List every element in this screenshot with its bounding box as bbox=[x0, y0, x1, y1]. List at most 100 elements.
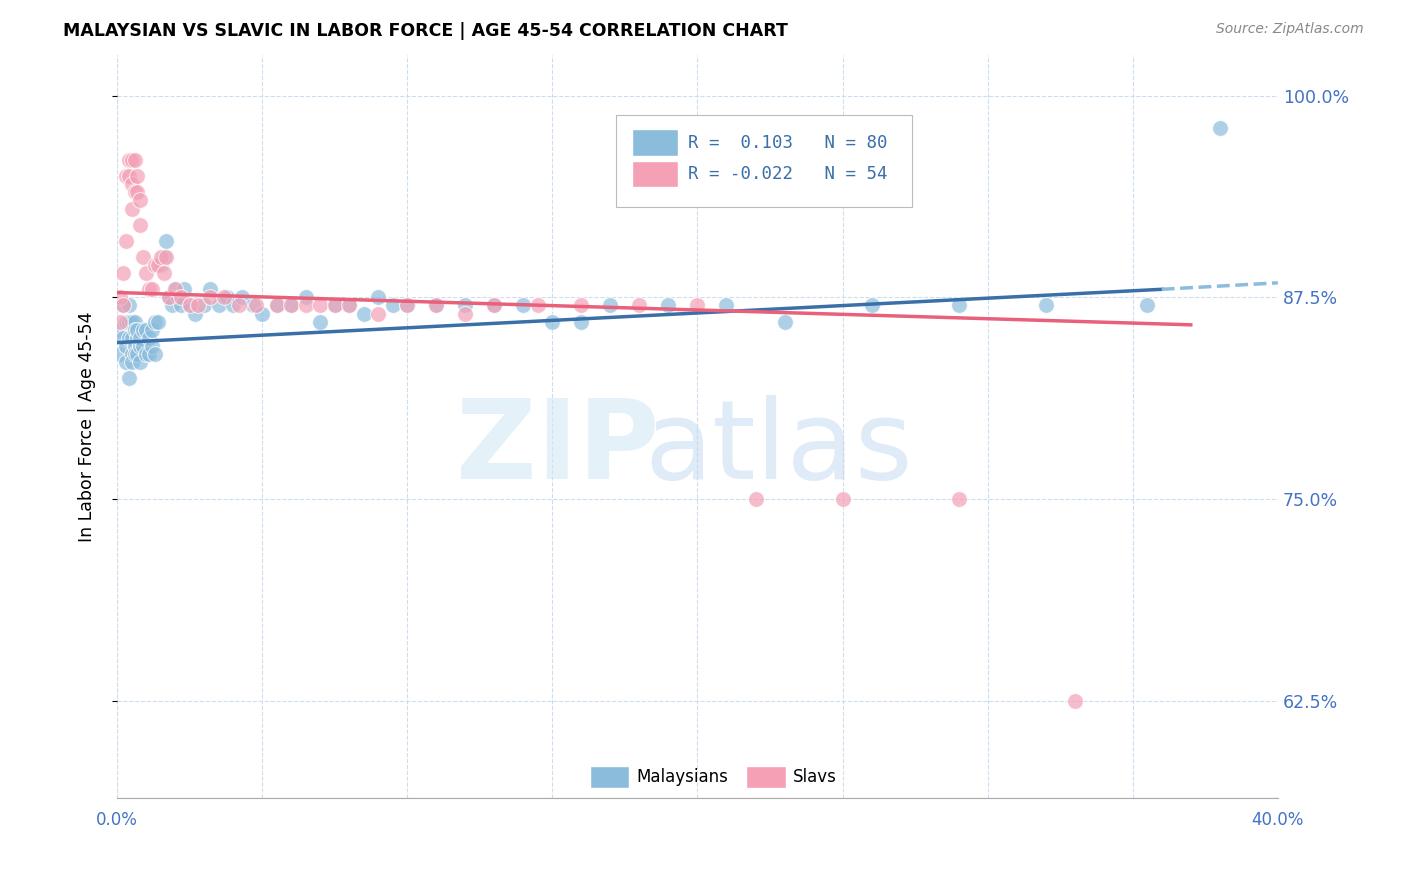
Point bbox=[214, 290, 236, 304]
Point bbox=[744, 492, 766, 507]
Point bbox=[138, 347, 160, 361]
Point bbox=[193, 298, 215, 312]
Point bbox=[157, 290, 180, 304]
Point bbox=[1136, 298, 1159, 312]
Point bbox=[184, 306, 207, 320]
FancyBboxPatch shape bbox=[616, 114, 912, 208]
Point bbox=[323, 298, 346, 312]
Point bbox=[831, 492, 853, 507]
Point bbox=[294, 298, 316, 312]
Point bbox=[155, 250, 177, 264]
Point bbox=[121, 178, 143, 192]
Point bbox=[527, 298, 550, 312]
Point bbox=[141, 339, 163, 353]
Text: R = -0.022   N = 54: R = -0.022 N = 54 bbox=[688, 165, 887, 183]
Point bbox=[118, 331, 141, 345]
Point bbox=[135, 323, 157, 337]
Point bbox=[114, 355, 136, 369]
FancyBboxPatch shape bbox=[589, 766, 628, 789]
Point bbox=[121, 331, 143, 345]
Point bbox=[484, 298, 506, 312]
Point bbox=[396, 298, 419, 312]
Point bbox=[367, 290, 389, 304]
Point bbox=[155, 234, 177, 248]
Point bbox=[860, 298, 883, 312]
Point bbox=[124, 153, 146, 167]
Point bbox=[165, 282, 187, 296]
Point bbox=[146, 258, 169, 272]
Point bbox=[179, 298, 201, 312]
Point bbox=[152, 250, 174, 264]
Point bbox=[571, 298, 593, 312]
Point bbox=[152, 266, 174, 280]
Text: Source: ZipAtlas.com: Source: ZipAtlas.com bbox=[1216, 22, 1364, 37]
Point bbox=[571, 315, 593, 329]
Point bbox=[108, 315, 131, 329]
Point bbox=[323, 298, 346, 312]
Point bbox=[132, 323, 155, 337]
Point bbox=[217, 290, 239, 304]
Point bbox=[129, 339, 152, 353]
Point bbox=[149, 250, 172, 264]
Point bbox=[686, 298, 709, 312]
Point bbox=[948, 492, 970, 507]
Text: atlas: atlas bbox=[644, 395, 912, 502]
Point bbox=[121, 355, 143, 369]
Point bbox=[146, 315, 169, 329]
Point bbox=[165, 282, 187, 296]
Point bbox=[135, 347, 157, 361]
FancyBboxPatch shape bbox=[633, 129, 678, 156]
Point bbox=[337, 298, 360, 312]
Point bbox=[129, 355, 152, 369]
Point bbox=[170, 298, 193, 312]
Point bbox=[228, 298, 250, 312]
Point bbox=[454, 298, 477, 312]
Text: Malaysians: Malaysians bbox=[636, 768, 728, 786]
Point bbox=[143, 315, 166, 329]
Point bbox=[118, 169, 141, 184]
Point bbox=[118, 153, 141, 167]
Point bbox=[280, 298, 302, 312]
Point bbox=[132, 339, 155, 353]
Point bbox=[111, 331, 134, 345]
Point bbox=[124, 339, 146, 353]
Point bbox=[149, 258, 172, 272]
Point bbox=[173, 282, 195, 296]
Point bbox=[484, 298, 506, 312]
Point bbox=[242, 298, 264, 312]
Y-axis label: In Labor Force | Age 45-54: In Labor Force | Age 45-54 bbox=[79, 311, 96, 541]
Point bbox=[118, 315, 141, 329]
Point bbox=[135, 266, 157, 280]
Point bbox=[1063, 694, 1085, 708]
Text: ZIP: ZIP bbox=[457, 395, 659, 502]
Point bbox=[198, 282, 221, 296]
Point bbox=[187, 298, 209, 312]
Point bbox=[309, 315, 332, 329]
Point bbox=[114, 234, 136, 248]
Point bbox=[108, 347, 131, 361]
Point bbox=[124, 315, 146, 329]
Point bbox=[170, 290, 193, 304]
Point bbox=[1209, 120, 1232, 135]
Point bbox=[367, 306, 389, 320]
Point bbox=[245, 298, 267, 312]
Point bbox=[198, 290, 221, 304]
Point bbox=[425, 298, 447, 312]
Point bbox=[266, 298, 288, 312]
Point bbox=[141, 323, 163, 337]
Point bbox=[948, 298, 970, 312]
Text: Slavs: Slavs bbox=[793, 768, 837, 786]
Point bbox=[454, 306, 477, 320]
Point bbox=[111, 298, 134, 312]
Point bbox=[121, 347, 143, 361]
Point bbox=[309, 298, 332, 312]
Point bbox=[628, 298, 651, 312]
Point bbox=[716, 298, 738, 312]
Point bbox=[118, 298, 141, 312]
Point bbox=[118, 371, 141, 385]
Text: R =  0.103   N = 80: R = 0.103 N = 80 bbox=[688, 134, 887, 152]
Point bbox=[124, 347, 146, 361]
Point bbox=[266, 298, 288, 312]
Point bbox=[129, 331, 152, 345]
Text: 40.0%: 40.0% bbox=[1251, 811, 1303, 829]
